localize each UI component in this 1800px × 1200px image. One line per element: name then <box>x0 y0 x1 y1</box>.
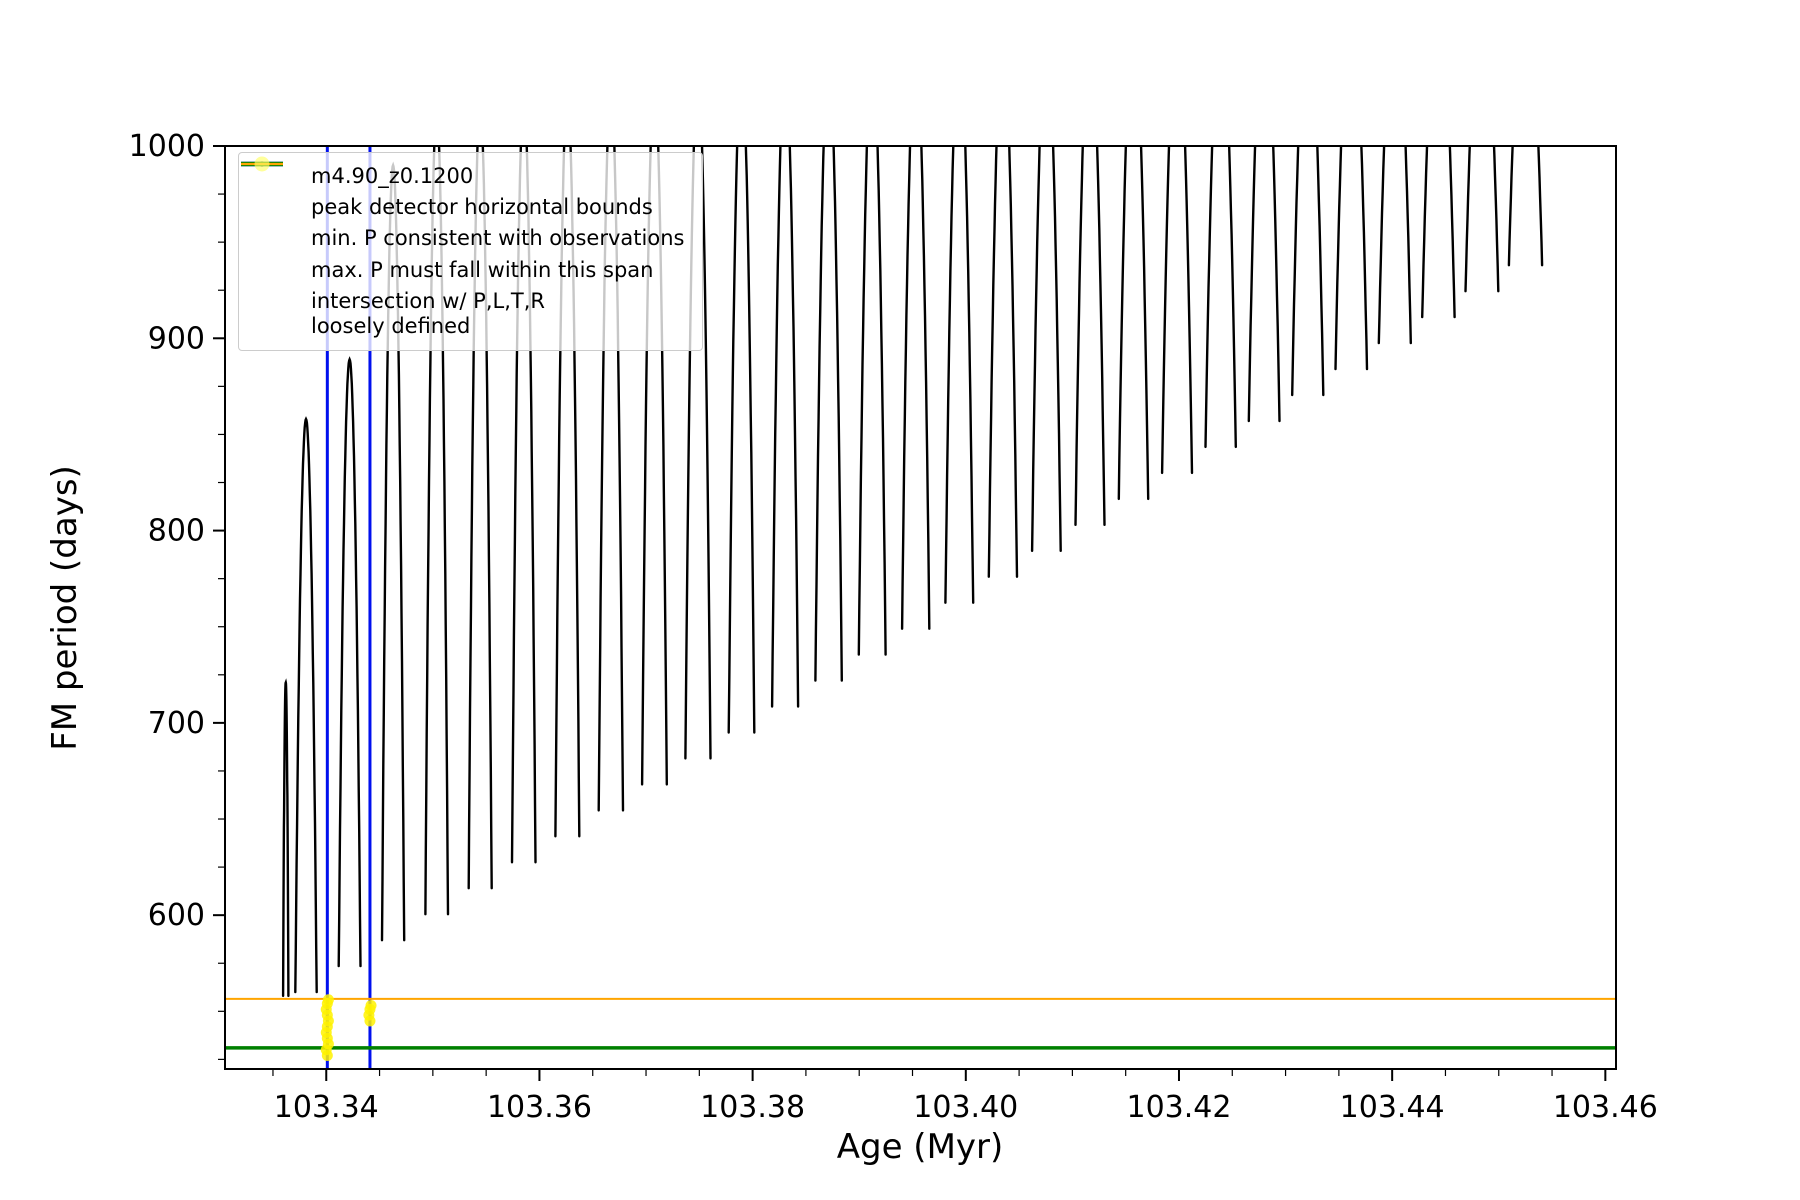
legend-item: peak detector horizontal bounds <box>241 161 684 223</box>
legend-item: m4.90_z0.1200 <box>241 161 684 192</box>
series-arch <box>1074 146 1106 526</box>
y-tick-label: 800 <box>148 514 205 549</box>
series-arch <box>1377 146 1412 345</box>
legend-label: peak detector horizontal bounds <box>311 195 653 220</box>
series-arch <box>640 146 668 786</box>
x-axis-label: Age (Myr) <box>837 1127 1004 1167</box>
legend-label: max. P must fall within this span <box>311 257 654 282</box>
series-arch <box>1334 146 1369 371</box>
series-arch <box>987 146 1019 578</box>
legend-label-line1: intersection w/ P,L,T,R <box>311 288 545 313</box>
legend-label-multiline: intersection w/ P,L,T,R loosely defined <box>311 289 545 339</box>
legend-item: intersection w/ P,L,T,R loosely defined <box>251 156 684 342</box>
series-arch <box>1117 146 1150 501</box>
intersection-point <box>365 1000 377 1012</box>
series-arch <box>281 678 290 998</box>
y-tick-label: 1000 <box>129 129 205 164</box>
legend-label: min. P consistent with observations <box>311 226 685 251</box>
x-tick-label: 103.44 <box>1340 1090 1445 1125</box>
series-arch <box>684 146 712 760</box>
series-arch <box>1204 146 1237 449</box>
legend-label-line2: loosely defined <box>311 313 471 338</box>
series-arch <box>1507 146 1544 267</box>
plot-data-group <box>225 146 1616 1069</box>
x-tick-label: 103.46 <box>1553 1090 1658 1125</box>
y-tick-label: 700 <box>148 706 205 741</box>
legend-item: max. P must fall within this span <box>241 162 684 286</box>
series-arch <box>294 416 318 994</box>
series-arch <box>1030 146 1062 552</box>
legend-item: min. P consistent with observations <box>241 161 685 254</box>
plot-spines <box>224 145 1617 1070</box>
intersection-point <box>322 994 334 1006</box>
x-tick-label: 103.34 <box>274 1090 379 1125</box>
y-axis-label: FM period (days) <box>45 465 85 751</box>
y-tick-label: 900 <box>148 321 205 356</box>
legend-label: m4.90_z0.1200 <box>311 164 474 188</box>
series-arch <box>944 146 975 604</box>
series-arch <box>554 146 581 838</box>
series-arch <box>1421 146 1456 319</box>
series-arch <box>337 356 362 968</box>
series-arch <box>857 146 887 656</box>
series-arch <box>467 146 493 890</box>
series-arch <box>770 146 800 708</box>
series-arch <box>900 146 931 630</box>
x-tick-label: 103.42 <box>1126 1090 1231 1125</box>
x-tick-label: 103.36 <box>487 1090 592 1125</box>
series-arch <box>1160 146 1194 475</box>
series-arch <box>1247 146 1281 423</box>
series-arch <box>510 146 537 864</box>
series-arch <box>597 146 625 812</box>
y-tick-label: 600 <box>148 898 205 933</box>
series-arch <box>814 146 843 682</box>
x-tick-label: 103.38 <box>700 1090 805 1125</box>
series-arch <box>1291 146 1325 397</box>
chart-generated-content: 103.34 103.36 103.38 103.40 103.42 103.44 103.… <box>129 129 1658 1125</box>
series-arch <box>727 146 756 734</box>
series-arch <box>424 146 450 916</box>
x-tick-label: 103.40 <box>913 1090 1018 1125</box>
